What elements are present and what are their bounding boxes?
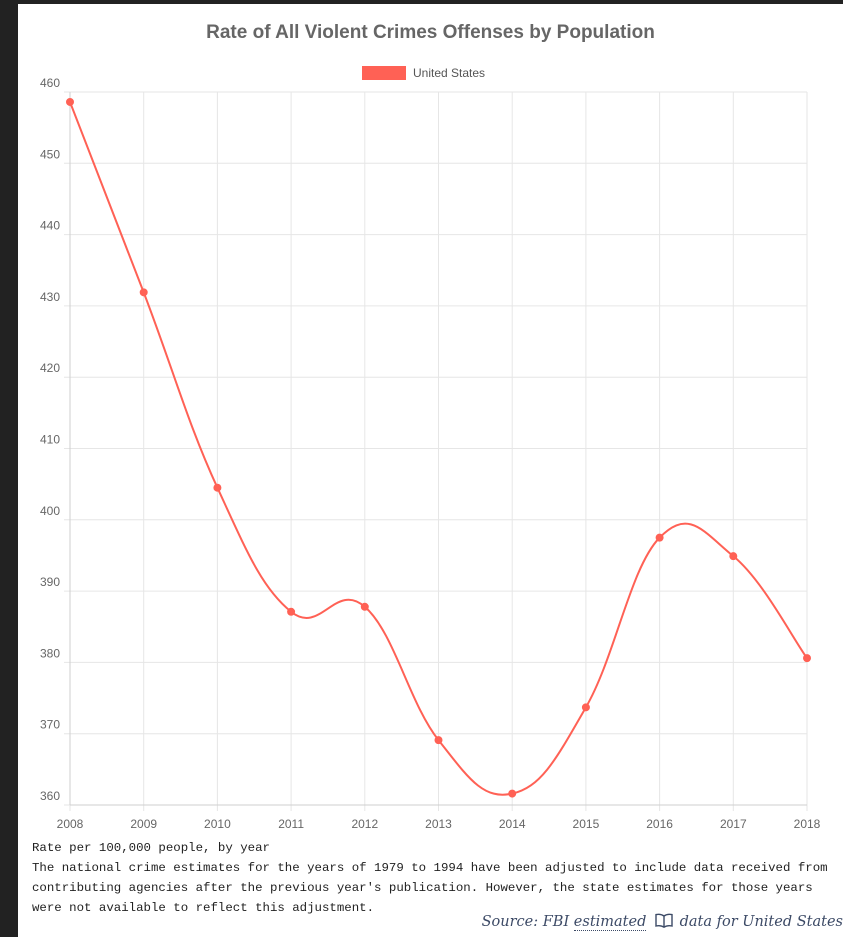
x-tick-2017: 2017 — [720, 817, 747, 831]
book-icon[interactable] — [655, 913, 673, 932]
data-point-2013 — [434, 736, 443, 745]
y-tick-370: 370 — [40, 718, 60, 732]
y-tick-390: 390 — [40, 575, 60, 589]
x-tick-2010: 2010 — [204, 817, 231, 831]
grid-lines — [64, 91, 808, 811]
y-tick-labels: 360 370 380 390 400 410 420 430 440 450 460 — [40, 76, 60, 803]
data-point-2017 — [729, 552, 738, 561]
legend-swatch — [362, 66, 406, 80]
data-point-2009 — [139, 288, 148, 297]
chart-title: Rate of All Violent Crimes Offenses by P… — [206, 22, 655, 43]
data-point-2014 — [508, 789, 517, 798]
axes — [69, 92, 807, 806]
x-tick-2014: 2014 — [499, 817, 526, 831]
y-tick-380: 380 — [40, 646, 60, 660]
x-tick-2008: 2008 — [57, 817, 84, 831]
y-tick-410: 410 — [40, 433, 60, 447]
x-tick-2012: 2012 — [351, 817, 378, 831]
note-units: Rate per 100,000 people, by year — [32, 841, 270, 855]
x-tick-2009: 2009 — [130, 817, 157, 831]
data-point-2008 — [66, 97, 74, 106]
y-tick-440: 440 — [40, 219, 60, 233]
source-citation: Source: FBI estimated data for United St… — [482, 913, 843, 932]
source-prefix: Source: FBI — [481, 914, 570, 930]
x-tick-2018: 2018 — [794, 817, 821, 831]
series-united-states — [66, 97, 811, 798]
data-point-2016 — [655, 533, 664, 542]
y-tick-430: 430 — [40, 290, 60, 304]
y-tick-420: 420 — [40, 361, 60, 375]
x-tick-2015: 2015 — [573, 817, 600, 831]
x-tick-2011: 2011 — [278, 817, 304, 831]
y-tick-400: 400 — [40, 504, 60, 518]
window-frame-top — [0, 0, 843, 4]
y-tick-450: 450 — [40, 147, 60, 161]
data-point-2018 — [803, 654, 811, 663]
source-estimated-link[interactable]: estimated — [573, 914, 647, 931]
window-frame-left — [0, 0, 18, 937]
y-tick-460: 460 — [40, 76, 60, 90]
chart-notes: Rate per 100,000 people, by year The nat… — [32, 838, 837, 918]
data-point-2012 — [360, 602, 369, 611]
data-point-2015 — [581, 703, 590, 712]
legend-label: United States — [413, 66, 486, 80]
x-tick-2016: 2016 — [646, 817, 673, 831]
chart-legend[interactable]: United States — [362, 66, 485, 80]
source-suffix: data for United States — [679, 914, 843, 930]
series-line-united-states — [69, 101, 808, 796]
note-adjustment: The national crime estimates for the yea… — [32, 861, 828, 915]
data-point-2010 — [213, 483, 222, 492]
x-tick-2013: 2013 — [425, 817, 452, 831]
y-tick-360: 360 — [40, 789, 60, 803]
x-tick-labels: 2008 2009 2010 2011 2012 2013 2014 2015 2016 2017… — [57, 817, 821, 831]
data-point-2011 — [287, 607, 296, 616]
